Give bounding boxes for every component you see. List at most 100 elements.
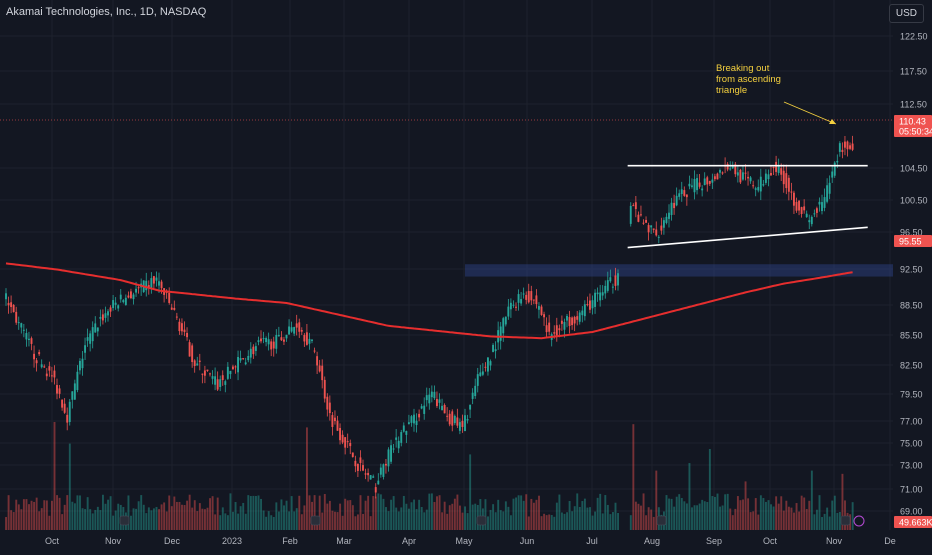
- candle-body: [476, 374, 479, 386]
- candle-body: [425, 395, 428, 401]
- volume-bar: [553, 516, 556, 530]
- volume-bar: [423, 512, 426, 530]
- volume-bar: [762, 498, 765, 530]
- y-tick-label: 112.50: [900, 100, 927, 110]
- candle-body: [25, 333, 28, 340]
- volume-bar: [652, 516, 655, 530]
- volume-bar: [280, 499, 283, 530]
- candle-body: [479, 372, 482, 376]
- candle-body: [675, 195, 678, 206]
- candle-body: [586, 304, 589, 306]
- candle-body: [135, 288, 137, 293]
- volume-bar: [545, 515, 548, 530]
- volume-bar: [221, 507, 224, 530]
- volume-bar: [73, 503, 76, 530]
- candle-body: [158, 281, 160, 286]
- candle-body: [229, 370, 232, 375]
- volume-bar: [51, 500, 53, 530]
- candle-body: [770, 173, 772, 176]
- candle-body: [650, 225, 653, 228]
- y-tick-label: 85.50: [900, 331, 923, 341]
- candle-body: [402, 425, 405, 432]
- symbol-title[interactable]: Akamai Technologies, Inc., 1D, NASDAQ: [6, 6, 207, 18]
- y-tick-label: 73.00: [900, 461, 923, 471]
- volume-bar: [262, 510, 265, 530]
- candle-body: [836, 160, 839, 163]
- candle-body: [201, 373, 204, 375]
- volume-bar: [140, 495, 143, 530]
- volume-bar: [836, 512, 839, 530]
- candle-body: [112, 300, 115, 309]
- volume-bar: [173, 496, 176, 530]
- volume-bar: [109, 496, 112, 530]
- volume-bar: [257, 495, 260, 530]
- candle-body: [316, 356, 319, 366]
- candle-body: [716, 173, 719, 180]
- volume-bar: [522, 500, 525, 530]
- volume-bar: [204, 509, 206, 530]
- candle-body: [84, 345, 86, 353]
- candle-body: [767, 174, 770, 180]
- candle-body: [209, 373, 211, 375]
- candle-body: [372, 476, 375, 478]
- candle-body: [543, 314, 545, 318]
- volume-bar: [428, 493, 431, 530]
- volume-bar: [736, 496, 739, 530]
- candle-body: [520, 299, 523, 304]
- volume-bar: [759, 495, 762, 530]
- volume-bar: [647, 507, 650, 530]
- volume-bar: [224, 513, 227, 530]
- volume-bar: [813, 514, 816, 530]
- candle-body: [318, 365, 321, 372]
- candle-body: [703, 178, 706, 186]
- volume-bar: [573, 506, 576, 530]
- candle-body: [509, 302, 512, 310]
- candle-body: [591, 300, 594, 309]
- volume-bar: [372, 496, 375, 530]
- candle-body: [527, 291, 530, 303]
- candle-body: [504, 316, 507, 325]
- volume-bar: [571, 511, 574, 530]
- volume-bar: [645, 515, 648, 530]
- volume-bar: [66, 495, 69, 530]
- volume-bar: [665, 495, 668, 530]
- volume-bar: [326, 503, 329, 530]
- candle-body: [446, 415, 449, 417]
- candle-body: [469, 404, 472, 410]
- volume-bar: [117, 503, 120, 530]
- candle-body: [782, 170, 785, 185]
- candle-body: [680, 189, 683, 194]
- candle-body: [808, 220, 811, 223]
- volume-bar: [298, 495, 301, 530]
- candle-body: [474, 385, 477, 397]
- candle-body: [453, 415, 456, 424]
- y-tick-label: 100.50: [900, 196, 928, 206]
- volume-bar: [568, 501, 571, 530]
- candle-body: [736, 172, 739, 176]
- volume-bar: [418, 499, 421, 530]
- volume-bar: [193, 500, 196, 530]
- candle-body: [461, 420, 464, 427]
- annotation-arrowhead: [829, 119, 836, 124]
- volume-bar: [175, 501, 178, 530]
- candle-body: [224, 381, 227, 385]
- candle-body: [828, 182, 831, 194]
- candle-body: [719, 170, 721, 173]
- candle-body: [742, 172, 744, 180]
- volume-bar: [211, 496, 214, 530]
- volume-bar: [561, 512, 563, 530]
- volume-bar: [344, 498, 347, 530]
- volume-bar: [701, 499, 704, 530]
- candle-body: [647, 225, 650, 233]
- x-tick-label: Oct: [763, 536, 778, 546]
- currency-button[interactable]: USD: [888, 4, 924, 23]
- x-tick-label: Apr: [402, 536, 416, 546]
- candle-body: [170, 307, 173, 310]
- annotation-text: triangle: [716, 85, 747, 96]
- volume-bar: [502, 511, 505, 530]
- candle-body: [785, 173, 788, 189]
- volume-bar: [270, 515, 273, 530]
- volume-bar: [214, 514, 217, 530]
- candle-body: [290, 327, 293, 332]
